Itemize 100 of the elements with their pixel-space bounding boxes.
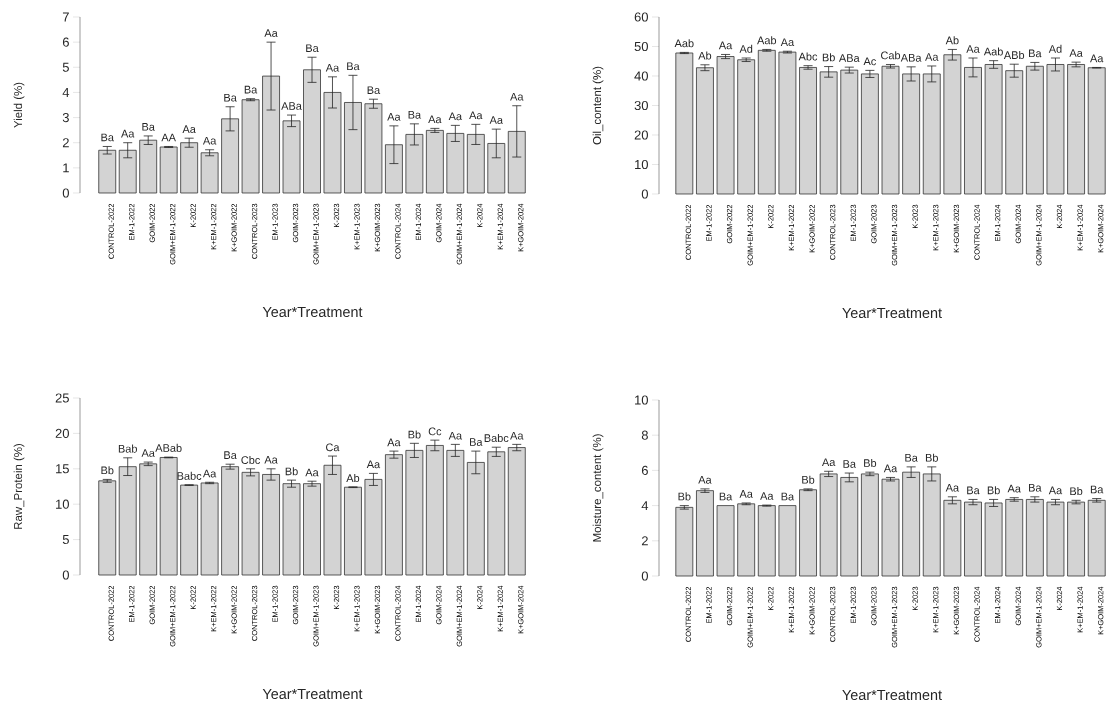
annotation: Aa: [305, 468, 319, 477]
bar: [984, 502, 1003, 577]
bar: [1067, 501, 1085, 577]
annotation: Ad: [739, 44, 753, 53]
bar: [282, 483, 301, 576]
annotation: Ac: [863, 57, 876, 66]
annotation: Aa: [698, 476, 712, 484]
annotation: ABa: [900, 54, 922, 62]
annotation: Aa: [883, 464, 898, 473]
annotation: Cc: [428, 427, 442, 436]
bar: [964, 67, 982, 195]
annotation: Bb: [925, 453, 938, 462]
bar: [282, 120, 301, 194]
bar: [860, 73, 879, 195]
annotation: Aa: [821, 458, 836, 467]
annotation: Babc: [484, 433, 509, 443]
bar: [902, 471, 921, 577]
annotation: Aab: [983, 47, 1003, 56]
annotation: Aa: [366, 460, 381, 469]
annotation: Bb: [285, 467, 298, 476]
annotation: Ba: [224, 451, 237, 459]
annotation: Ba: [1029, 49, 1042, 58]
x-axis-title: Year*Treatment: [842, 689, 942, 701]
bar: [364, 103, 383, 194]
annotation: Bb: [1070, 487, 1083, 496]
annotation: Cbc: [241, 455, 261, 464]
bar: [262, 474, 280, 576]
annotation: Aa: [428, 115, 442, 124]
bar: [1005, 499, 1024, 577]
y-tick-label: 3: [62, 112, 69, 123]
bar: [716, 505, 735, 577]
y-tick-label: 4: [641, 501, 649, 511]
annotation: Abc: [798, 52, 818, 61]
bar: [159, 457, 178, 576]
annotation: Aa: [510, 92, 524, 101]
bar: [139, 139, 158, 194]
bar: [344, 486, 362, 576]
y-tick-label: 0: [62, 188, 69, 198]
y-tick-label: 40: [634, 71, 648, 81]
bar: [118, 149, 137, 194]
bar: [405, 449, 424, 576]
bar: [487, 143, 506, 194]
bar: [262, 75, 280, 194]
bar: [799, 67, 817, 195]
annotation: Aa: [141, 449, 155, 457]
bar: [241, 471, 260, 576]
bar: [881, 65, 900, 195]
annotation: Aa: [325, 64, 340, 72]
annotation: Ba: [1090, 485, 1104, 494]
annotation: Aa: [469, 111, 483, 120]
annotation: Aab: [674, 39, 694, 48]
y-tick-label: 20: [55, 428, 69, 438]
bar: [757, 505, 776, 577]
annotation: Aa: [489, 116, 503, 124]
y-axis-title: Moisture_content (%): [592, 434, 604, 542]
bar: [737, 503, 756, 577]
bar: [507, 130, 526, 194]
y-tick-label: 0: [641, 571, 648, 581]
annotation: Aab: [757, 36, 777, 45]
y-tick-label: 0: [62, 570, 69, 580]
annotation: Ba: [142, 123, 155, 131]
x-axis-title: Year*Treatment: [842, 307, 942, 319]
y-tick-label: 0: [641, 189, 648, 199]
bar: [902, 73, 921, 195]
bar: [799, 489, 817, 577]
annotation: Ba: [1029, 483, 1042, 492]
annotation: Aa: [966, 45, 980, 53]
bar: [98, 149, 117, 194]
bar: [425, 129, 444, 194]
bar: [221, 466, 239, 576]
bar: [881, 478, 900, 577]
annotation: Ba: [306, 44, 319, 53]
annotation: Ab: [698, 51, 712, 60]
bar: [778, 51, 797, 195]
annotation: Ba: [347, 62, 360, 71]
y-tick-label: 8: [641, 430, 648, 440]
annotation: Ba: [244, 85, 258, 94]
annotation: Bb: [987, 486, 1000, 495]
annotation: Ca: [326, 443, 340, 452]
y-tick-label: 20: [634, 130, 648, 140]
annotation: Cab: [881, 51, 901, 60]
y-tick-label: 5: [62, 535, 69, 545]
annotation: Ba: [367, 86, 381, 95]
bar: [364, 479, 383, 576]
bar: [696, 67, 714, 195]
annotation: Ab: [346, 473, 360, 483]
bar: [964, 501, 982, 577]
bar: [405, 134, 424, 194]
bar: [984, 64, 1003, 195]
x-axis-title: Year*Treatment: [262, 306, 363, 318]
bar: [385, 144, 403, 194]
bar: [221, 118, 239, 194]
annotation: Aa: [121, 129, 135, 138]
bar: [1046, 64, 1065, 195]
annotation: Aa: [1007, 484, 1021, 493]
bar: [323, 92, 342, 194]
bar: [778, 505, 797, 577]
bar: [446, 449, 465, 576]
annotation: Aa: [182, 125, 196, 133]
y-tick-label: 4: [62, 87, 70, 97]
